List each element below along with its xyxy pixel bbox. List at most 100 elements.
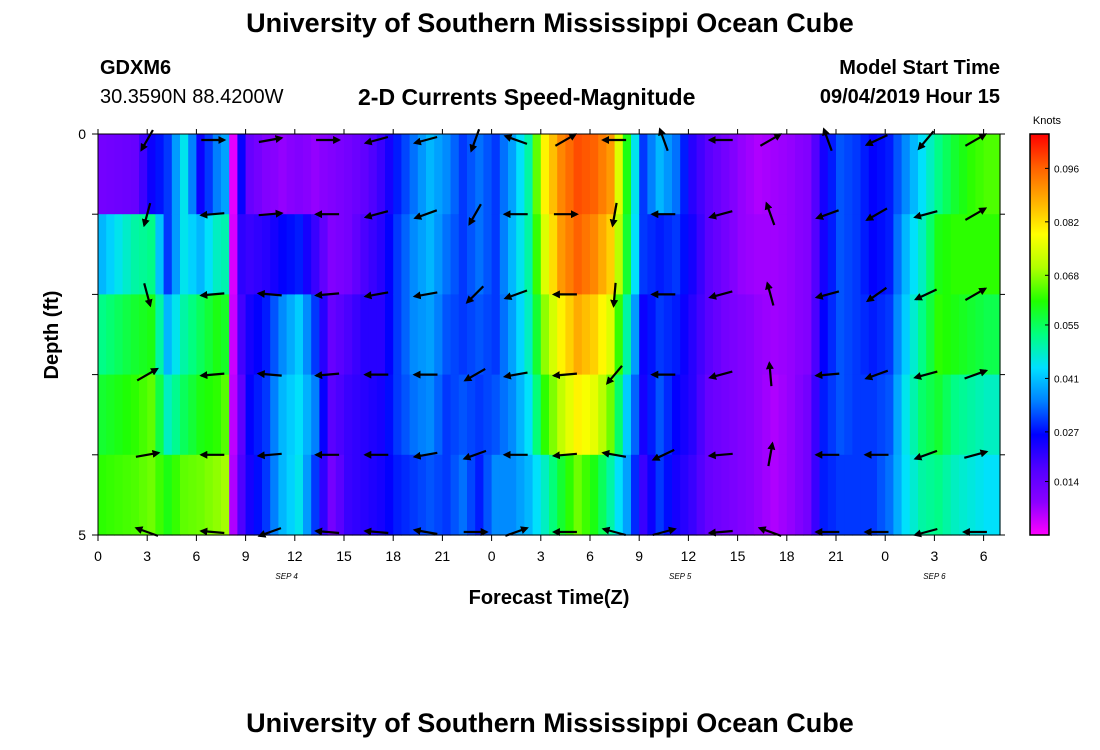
heatmap-cell <box>581 214 591 295</box>
heatmap-cell <box>803 454 812 536</box>
heatmap-cell <box>622 134 632 215</box>
heatmap-cell <box>130 454 140 536</box>
current-arrow <box>913 449 938 461</box>
heatmap-cell <box>311 374 320 456</box>
heatmap-cell <box>360 454 370 536</box>
date-label: SEP 6 <box>923 572 946 581</box>
heatmap-cell <box>975 374 985 456</box>
heatmap-cell <box>877 374 886 456</box>
chart-subtitle: 2-D Currents Speed-Magnitude <box>358 84 696 110</box>
heatmap-cell <box>221 134 230 215</box>
heatmap-cell <box>573 134 583 215</box>
heatmap-cell <box>672 134 681 215</box>
heatmap-cell <box>417 214 427 295</box>
heatmap-cell <box>721 214 730 295</box>
heatmap-cell <box>540 294 550 376</box>
x-tick-label: 18 <box>779 548 795 564</box>
heatmap-cell <box>967 214 976 295</box>
heatmap-cell <box>786 454 796 536</box>
heatmap-cell <box>631 374 640 456</box>
heatmap-cell <box>680 294 689 376</box>
heatmap-cell <box>803 294 812 376</box>
colorbar-tick-label: 0.096 <box>1054 164 1079 175</box>
heatmap-cell <box>762 374 771 456</box>
heatmap-cell <box>590 294 599 376</box>
heatmap-cell <box>860 214 870 295</box>
heatmap-cell <box>401 454 411 536</box>
colorbar-ticks: 0.096 0.082 0.068 0.055 0.041 0.027 0.014 <box>1045 164 1079 489</box>
current-arrow <box>143 283 153 308</box>
heatmap-cell <box>934 374 944 456</box>
heatmap-cell <box>114 214 124 295</box>
heatmap-cell <box>483 294 493 376</box>
heatmap-cell <box>278 454 288 536</box>
heatmap-cell <box>549 374 558 456</box>
heatmap-cell <box>639 214 648 295</box>
y-tick-label: 5 <box>78 527 86 543</box>
heatmap-cell <box>360 214 370 295</box>
heatmap-cell <box>901 374 911 456</box>
heatmap-cell <box>819 374 829 456</box>
heatmap-cell <box>426 134 435 215</box>
y-axis-ticks: 05 <box>78 126 1005 543</box>
heatmap-cell <box>171 134 181 215</box>
current-arrow <box>708 370 733 380</box>
heatmap-cell <box>344 454 353 536</box>
heatmap-cell <box>852 214 862 295</box>
heatmap-cell <box>885 374 894 456</box>
heatmap-cell <box>204 294 214 376</box>
heatmap-cell <box>114 454 124 536</box>
heatmap-cell <box>442 214 452 295</box>
heatmap-cell <box>581 134 591 215</box>
heatmap-cell <box>360 374 370 456</box>
heatmap-cell <box>639 134 648 215</box>
heatmap-cell <box>327 374 337 456</box>
heatmap-cell <box>606 214 616 295</box>
heatmap-cell <box>508 294 517 376</box>
heatmap-cell <box>147 134 156 215</box>
heatmap-cell <box>950 374 960 456</box>
heatmap-cell <box>385 134 394 215</box>
heatmap-cell <box>393 134 402 215</box>
heatmap-cell <box>647 214 657 295</box>
heatmap-cell <box>852 374 862 456</box>
heatmap-cell <box>409 294 419 376</box>
heatmap-cell <box>557 214 566 295</box>
heatmap-cell <box>434 454 443 536</box>
heatmap-cell <box>483 214 493 295</box>
heatmap-cell <box>877 134 886 215</box>
heatmap-cell <box>114 294 124 376</box>
heatmap-cell <box>204 214 214 295</box>
heatmap-cell <box>959 374 968 456</box>
heatmap-cell <box>663 374 673 456</box>
heatmap-cell <box>704 214 714 295</box>
heatmap-cell <box>450 214 460 295</box>
heatmap-cell <box>590 214 599 295</box>
heatmap-cell <box>409 134 419 215</box>
current-arrow <box>314 290 340 299</box>
current-arrow <box>814 290 840 300</box>
current-arrow <box>964 449 989 459</box>
y-axis-label: Depth (ft) <box>41 291 63 380</box>
heatmap-cell <box>844 134 853 215</box>
date-label: SEP 4 <box>275 572 298 581</box>
heatmap-cell <box>147 374 156 456</box>
current-arrow <box>652 526 677 537</box>
heatmap-cell <box>655 134 665 215</box>
heatmap-cell <box>754 374 763 456</box>
heatmap-cell <box>458 454 468 536</box>
heatmap-cell <box>139 454 148 536</box>
current-arrow <box>141 202 152 228</box>
heatmap-cell <box>713 374 722 456</box>
heatmap-cell <box>622 454 632 536</box>
heatmap-cell <box>450 454 460 536</box>
heatmap-cell <box>868 214 878 295</box>
heatmap-cell <box>516 134 525 215</box>
heatmap-cell <box>475 134 484 215</box>
heatmap-cell <box>762 134 771 215</box>
heatmap-cell <box>180 454 189 536</box>
heatmap-cell <box>573 454 583 536</box>
heatmap-cell <box>688 374 698 456</box>
heatmap-cell <box>171 454 181 536</box>
heatmap-cell <box>196 134 206 215</box>
